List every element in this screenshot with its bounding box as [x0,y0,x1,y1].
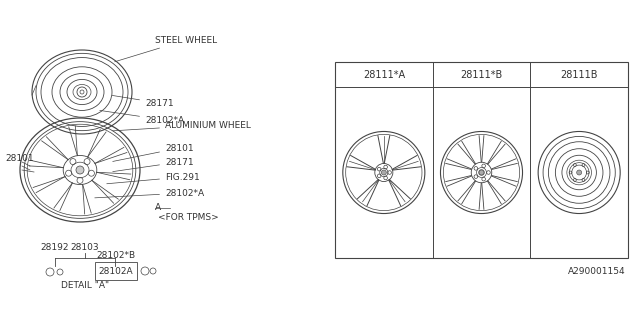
Text: 28103: 28103 [70,244,99,252]
Text: 28111*A: 28111*A [363,69,405,79]
Text: <FOR TPMS>: <FOR TPMS> [158,212,219,221]
Text: DETAIL "A": DETAIL "A" [61,282,109,291]
Text: STEEL WHEEL: STEEL WHEEL [115,36,217,62]
Text: 28102A: 28102A [99,267,133,276]
Circle shape [479,170,484,175]
Circle shape [577,170,582,175]
Circle shape [381,170,387,175]
Text: 28171: 28171 [112,95,173,108]
Text: 28101: 28101 [5,154,34,163]
Text: FIG.291: FIG.291 [107,172,200,184]
Bar [335,62,628,258]
Text: A: A [155,204,161,212]
Text: ALUMINIUM WHEEL: ALUMINIUM WHEEL [113,121,251,131]
Text: A290001154: A290001154 [568,268,626,276]
Bar [95,262,137,280]
Text: 28102*B: 28102*B [97,252,136,260]
Text: 28192: 28192 [40,244,68,252]
Text: 28171: 28171 [113,157,194,172]
Text: 28111*B: 28111*B [460,69,502,79]
Text: 28101: 28101 [113,143,194,162]
Text: 28102*A: 28102*A [95,188,204,198]
Text: 28102*A: 28102*A [100,110,184,124]
Circle shape [76,166,84,174]
Text: 28111B: 28111B [561,69,598,79]
